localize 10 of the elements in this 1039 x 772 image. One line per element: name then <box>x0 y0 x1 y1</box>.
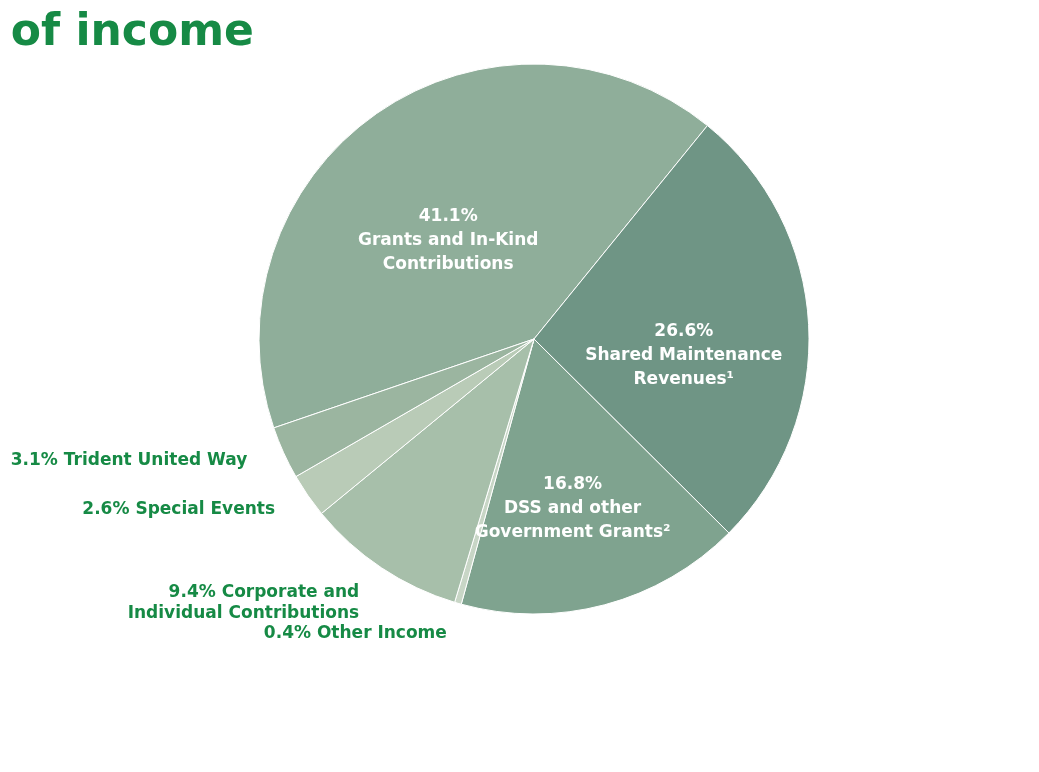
data-label: 26.6% <box>654 320 714 341</box>
slice-label: 2.6% Special Events <box>82 498 276 519</box>
data-label: 41.1% <box>418 204 478 225</box>
slice-label: 3.1% Trident United Way <box>10 449 248 470</box>
data-label: 16.8% <box>543 472 603 493</box>
slice-label: Grants and In-Kind Contributions <box>357 228 539 273</box>
slice-label: Shared Maintenance Revenues¹ <box>585 344 783 389</box>
slice-label: 0.4% Other Income <box>263 621 447 642</box>
chart-title: of income <box>10 4 254 55</box>
slice-label: 9.4% Corporate and Individual Contributions <box>127 581 360 623</box>
